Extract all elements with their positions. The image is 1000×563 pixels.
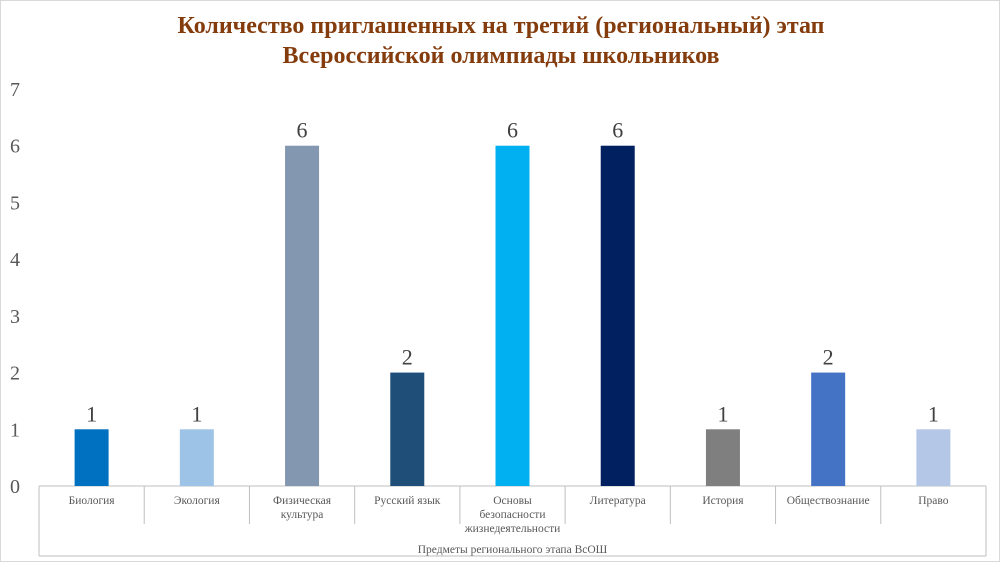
bar	[390, 372, 425, 486]
chart-title-line-1: Количество приглашенных на третий (регио…	[177, 13, 825, 39]
x-category-label: Основы	[493, 495, 532, 507]
data-label: 6	[297, 118, 308, 143]
x-category-label: культура	[281, 509, 324, 521]
data-label: 1	[191, 401, 202, 426]
bar	[916, 429, 951, 486]
x-category-label: Обществознание	[787, 495, 870, 507]
x-category-label: Экология	[174, 495, 221, 507]
x-category-label: Физическая	[273, 495, 332, 507]
bar	[74, 429, 109, 486]
y-tick-label: 6	[10, 136, 20, 158]
x-category-label: История	[702, 495, 744, 507]
bar	[705, 429, 740, 486]
data-label: 1	[86, 401, 97, 426]
y-tick-label: 5	[10, 192, 20, 214]
bar	[285, 145, 320, 486]
chart-title-line-2: Всероссийской олимпиады школьников	[282, 43, 720, 69]
y-tick-label: 7	[10, 79, 20, 101]
data-label: 1	[928, 401, 939, 426]
data-label: 6	[612, 118, 623, 143]
bar	[179, 429, 214, 486]
x-category-label: Русский язык	[374, 495, 441, 507]
y-tick-label: 3	[10, 306, 20, 328]
x-category-label: Биология	[69, 495, 116, 507]
data-label: 2	[823, 345, 834, 370]
y-tick-label: 1	[10, 419, 20, 441]
data-label: 1	[717, 401, 728, 426]
bar	[600, 145, 635, 486]
data-label: 6	[507, 118, 518, 143]
data-label: 2	[402, 345, 413, 370]
y-tick-label: 4	[10, 249, 20, 271]
x-category-label: Право	[918, 495, 949, 507]
bar	[811, 372, 846, 486]
bar	[495, 145, 530, 486]
y-tick-label: 2	[10, 363, 20, 385]
x-axis-title: Предметы регионального этапа ВсОШ	[418, 544, 608, 556]
x-category-label: безопасности	[479, 509, 545, 521]
x-category-label: жизнедеятельности	[464, 523, 561, 535]
y-tick-label: 0	[10, 476, 20, 498]
x-category-label: Литература	[590, 495, 646, 507]
